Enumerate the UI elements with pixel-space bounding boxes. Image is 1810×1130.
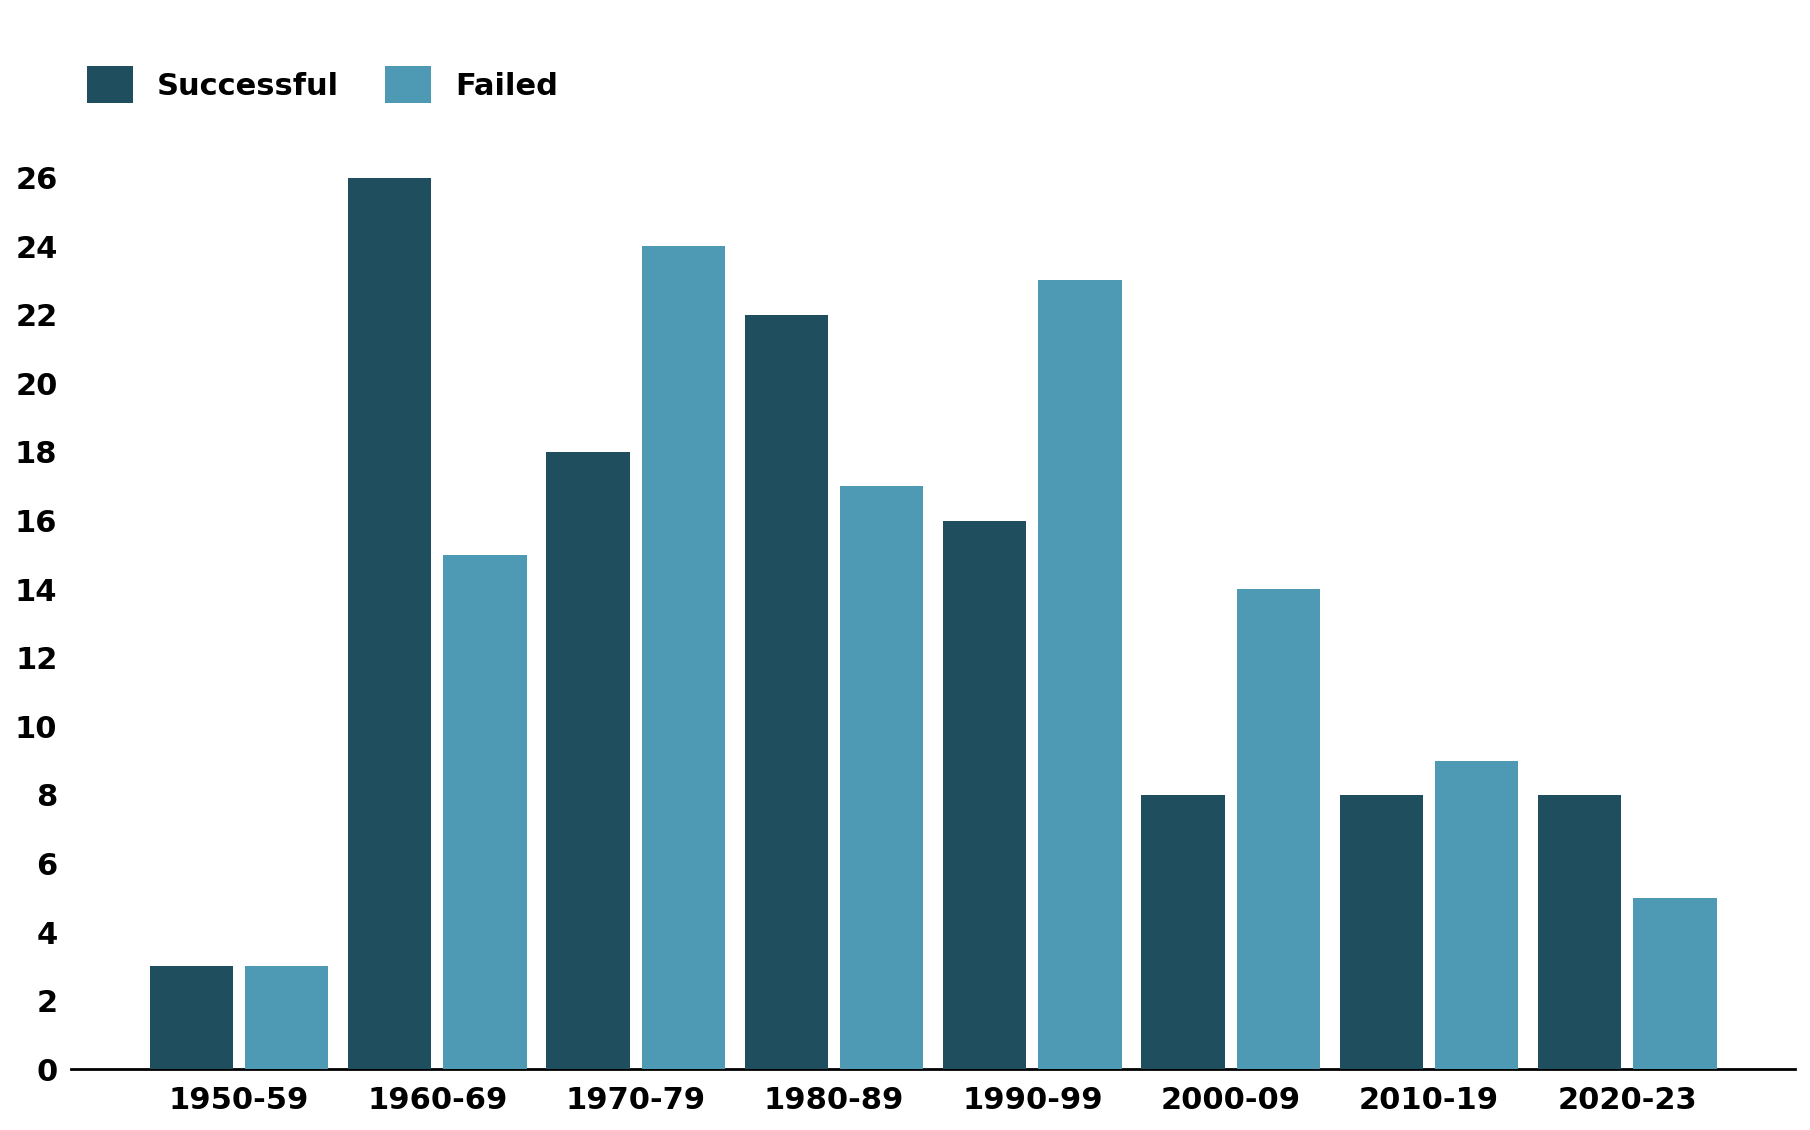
Bar <box>943 521 1026 1069</box>
Bar <box>1339 794 1423 1069</box>
Bar <box>1039 280 1122 1069</box>
Bar <box>1142 794 1225 1069</box>
Bar <box>641 246 726 1069</box>
Bar <box>244 966 328 1069</box>
Bar <box>547 452 630 1069</box>
Bar <box>1538 794 1622 1069</box>
Bar <box>744 315 827 1069</box>
Legend: Successful, Failed: Successful, Failed <box>87 66 557 103</box>
Bar <box>1435 760 1519 1069</box>
Bar <box>150 966 233 1069</box>
Bar <box>840 486 923 1069</box>
Bar <box>1236 589 1319 1069</box>
Bar <box>1633 898 1716 1069</box>
Bar <box>348 177 431 1069</box>
Bar <box>443 555 527 1069</box>
